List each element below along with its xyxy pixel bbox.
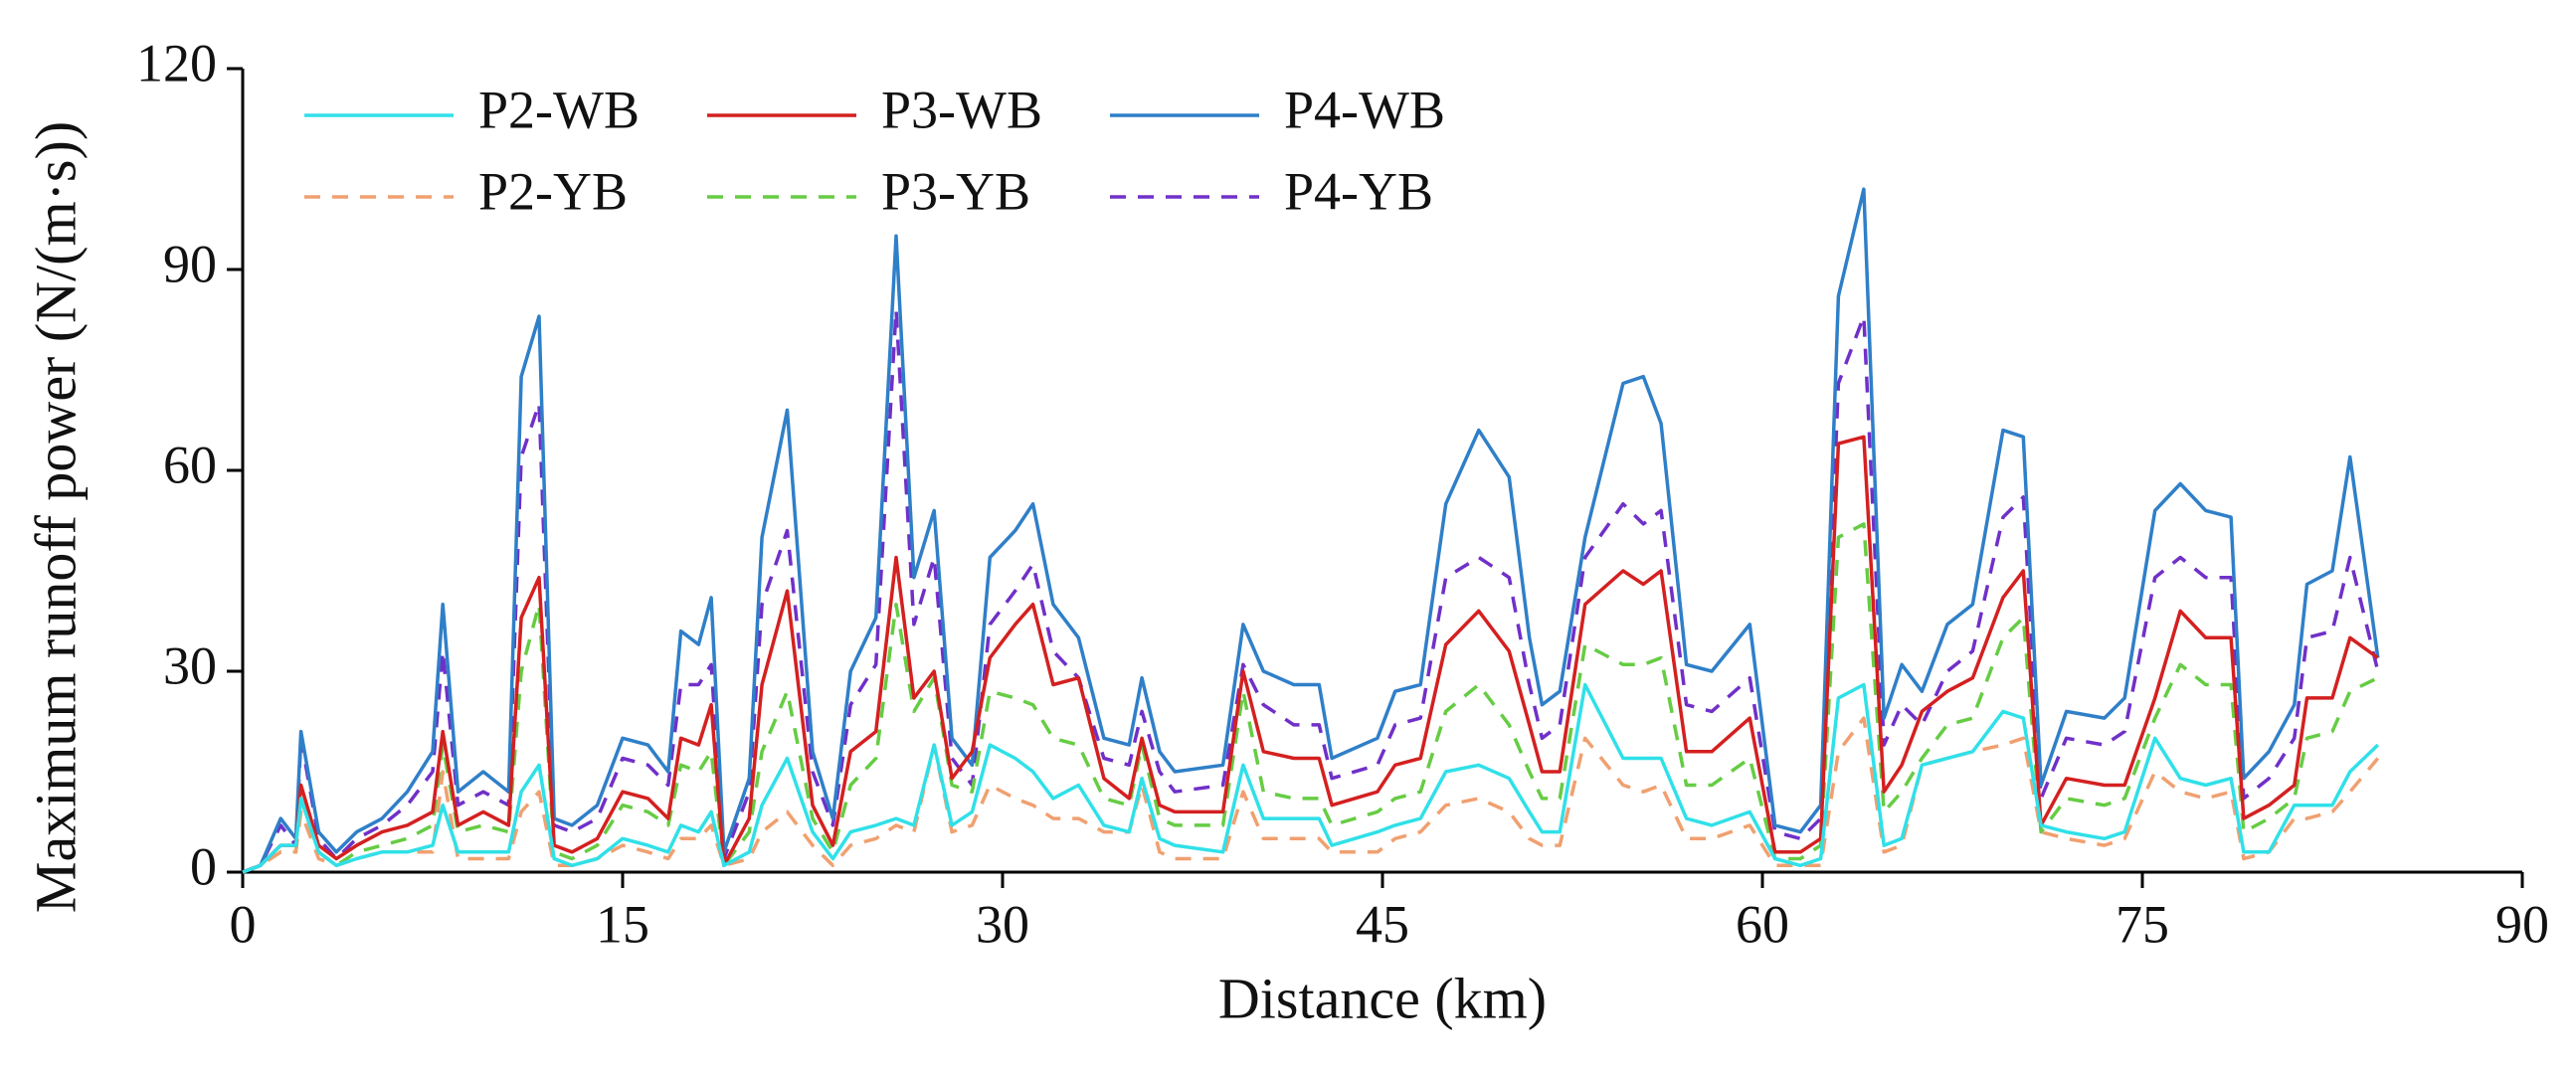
y-axis-label: Maximum runoff power (N/(m·s))	[23, 121, 88, 913]
series-line	[242, 435, 2379, 874]
y-tick-label: 60	[163, 435, 217, 494]
x-tick-label: 90	[2495, 894, 2549, 954]
x-tick-label: 15	[596, 894, 649, 954]
y-tick-label: 90	[163, 234, 217, 293]
series-line	[242, 187, 2380, 874]
series-line	[242, 307, 2380, 874]
series-line	[242, 716, 2380, 874]
legend-label: P2-YB	[478, 161, 628, 221]
legend-label: P2-WB	[478, 80, 640, 139]
x-tick-label: 0	[230, 894, 257, 954]
x-tick-label: 30	[976, 894, 1029, 954]
x-tick-label: 75	[2116, 894, 2169, 954]
x-tick-label: 45	[1356, 894, 1409, 954]
y-tick-label: 30	[163, 635, 217, 695]
legend-label: P4-WB	[1284, 80, 1445, 139]
legend-label: P4-YB	[1284, 161, 1433, 221]
x-axis-label: Distance (km)	[1218, 966, 1547, 1030]
series-line	[242, 682, 2380, 874]
y-tick-label: 0	[190, 836, 217, 896]
legend-label: P3-WB	[881, 80, 1042, 139]
x-tick-label: 60	[1736, 894, 1789, 954]
y-tick-label: 120	[136, 33, 217, 92]
legend-label: P3-YB	[881, 161, 1030, 221]
